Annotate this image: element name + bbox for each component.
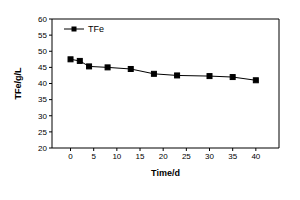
svg-text:25: 25 bbox=[38, 128, 47, 137]
html-text:TFe: TFe bbox=[88, 24, 104, 34]
svg-text:10: 10 bbox=[112, 152, 121, 161]
svg-text:5: 5 bbox=[91, 152, 96, 161]
svg-text:0: 0 bbox=[68, 152, 73, 161]
svg-text:20: 20 bbox=[159, 152, 168, 161]
svg-text:TFe/g/L: TFe/g/L bbox=[13, 67, 23, 99]
svg-text:35: 35 bbox=[38, 95, 47, 104]
svg-text:40: 40 bbox=[251, 152, 260, 161]
svg-text:40: 40 bbox=[38, 79, 47, 88]
svg-text:20: 20 bbox=[38, 144, 47, 153]
svg-text:Time/d: Time/d bbox=[151, 168, 180, 178]
svg-text:50: 50 bbox=[38, 47, 47, 56]
svg-text:35: 35 bbox=[228, 152, 237, 161]
svg-text:30: 30 bbox=[205, 152, 214, 161]
svg-text:60: 60 bbox=[38, 15, 47, 24]
svg-text:45: 45 bbox=[38, 63, 47, 72]
svg-text:55: 55 bbox=[38, 31, 47, 40]
svg-text:30: 30 bbox=[38, 112, 47, 121]
svg-text:25: 25 bbox=[182, 152, 191, 161]
svg-text:15: 15 bbox=[136, 152, 145, 161]
